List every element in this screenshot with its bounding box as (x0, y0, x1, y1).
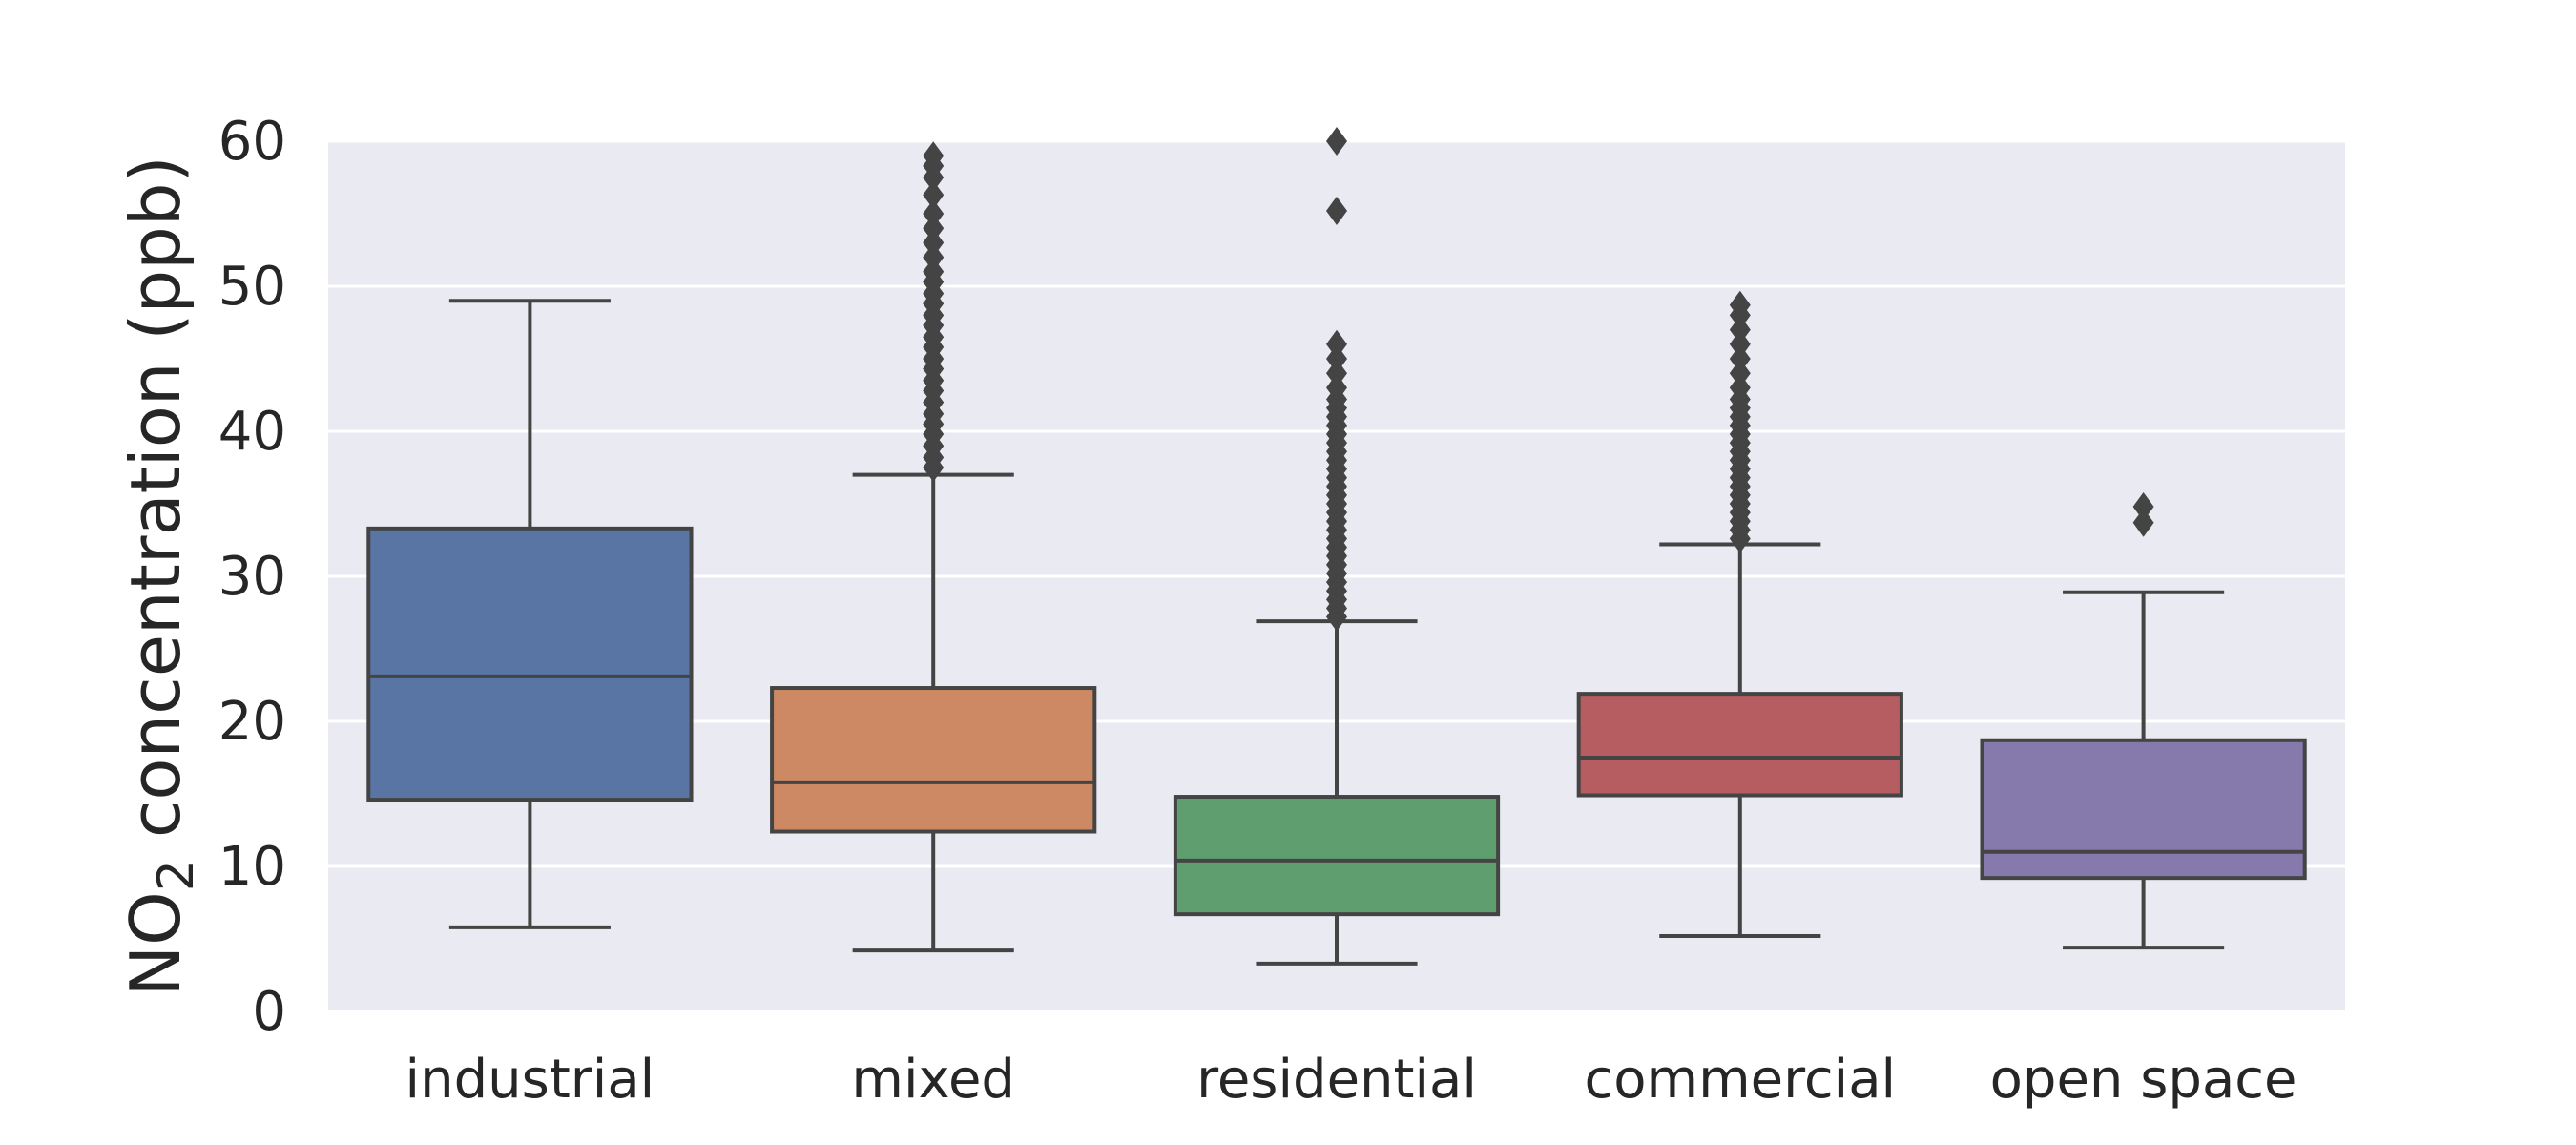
box-iqr (1173, 795, 1501, 917)
x-tick-labels: industrial mixed residential commercial open… (405, 1049, 2297, 1111)
y-tick-label: 30 (218, 546, 286, 608)
y-tick-label: 60 (218, 111, 286, 173)
box-iqr (770, 686, 1097, 834)
y-tick-label: 40 (218, 401, 286, 463)
x-tick-label: commercial (1584, 1049, 1896, 1111)
boxes-group (366, 127, 2307, 966)
y-tick-label: 0 (252, 981, 286, 1043)
outlier-point (923, 141, 945, 171)
y-tick-label: 10 (218, 836, 286, 898)
box-iqr (366, 526, 694, 802)
outlier-point (923, 228, 945, 258)
box-residential (1173, 127, 1501, 966)
outlier-point (1729, 329, 1751, 359)
outlier-point (1326, 196, 1347, 225)
y-tick-label: 50 (218, 256, 286, 318)
y-axis-title-subscript: 2 (148, 860, 205, 891)
y-axis-title-post: concentration (ppb) (115, 156, 196, 860)
x-tick-label: mixed (851, 1049, 1015, 1111)
outlier-point (1729, 315, 1751, 344)
outlier-point (923, 180, 945, 210)
outlier-point (923, 214, 945, 243)
y-axis-title-pre: NO (115, 891, 196, 997)
x-tick-label: industrial (405, 1049, 655, 1111)
outlier-point (1326, 127, 1347, 156)
box-commercial (1576, 290, 1903, 938)
outlier-point (2132, 508, 2154, 537)
y-axis-title: NO2 concentration (ppb) (115, 156, 205, 996)
box-industrial (366, 299, 694, 929)
outlier-point (923, 199, 945, 228)
outlier-point (923, 257, 945, 286)
y-tick-label: 20 (218, 691, 286, 753)
outlier-point (1326, 344, 1347, 373)
box-iqr (1980, 738, 2307, 881)
x-tick-label: open space (1990, 1049, 2297, 1111)
outlier-point (1729, 359, 1751, 388)
outlier-point (1729, 290, 1751, 320)
box-iqr (1576, 692, 1903, 798)
outlier-point (2132, 492, 2154, 522)
outlier-point (1729, 344, 1751, 373)
outlier-point (1326, 373, 1347, 403)
x-tick-label: residential (1196, 1049, 1477, 1111)
outlier-point (1729, 373, 1751, 403)
box-mixed (770, 141, 1097, 953)
outlier-point (1326, 359, 1347, 388)
outlier-point (1326, 329, 1347, 359)
y-tick-labels: 0 10 20 30 40 50 60 (218, 111, 286, 1043)
outlier-point (923, 242, 945, 272)
box-open-space (1980, 492, 2307, 950)
